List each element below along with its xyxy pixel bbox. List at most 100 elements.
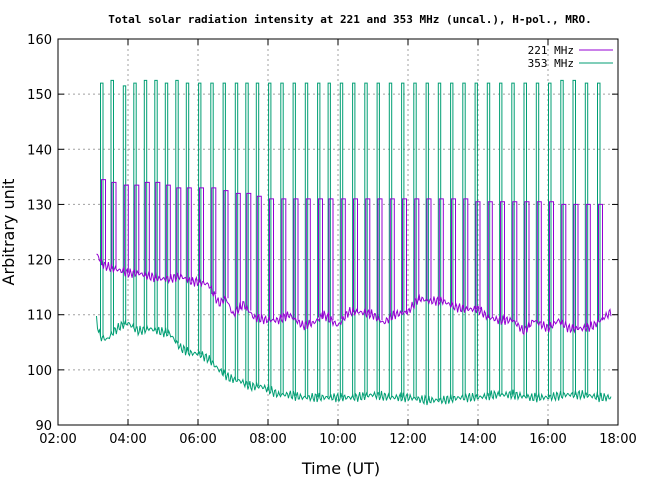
x-tick-label: 10:00 (319, 432, 356, 447)
calibration-spike (352, 82, 356, 398)
calibration-spike (154, 79, 158, 331)
x-tick-label: 02:00 (39, 432, 76, 447)
calibration-spike (414, 198, 420, 301)
calibration-spike (211, 187, 217, 294)
calibration-spike (269, 198, 274, 321)
calibration-spike (463, 198, 469, 310)
x-tick-label: 06:00 (179, 432, 216, 447)
y-tick-label: 140 (27, 143, 52, 158)
calibration-spike (401, 82, 405, 398)
calibration-spike (164, 82, 169, 334)
calibration-spike (339, 82, 344, 398)
y-tick-label: 100 (27, 364, 52, 379)
calibration-spike (585, 203, 591, 328)
calibration-spike (256, 195, 262, 319)
calibration-spike (210, 82, 214, 363)
calibration-spike (199, 187, 204, 283)
calibration-spike (376, 82, 380, 396)
calibration-spike (235, 192, 241, 310)
calibration-spike (340, 198, 346, 319)
calibration-spike (474, 82, 478, 398)
legend: 221 MHz 353 MHz (528, 44, 613, 70)
calibration-spike (572, 79, 576, 395)
calibration-spike (597, 82, 601, 398)
calibration-spike (134, 184, 140, 274)
calibration-spike (523, 82, 527, 397)
calibration-spike (524, 201, 530, 328)
y-tick-label: 130 (27, 198, 52, 213)
calibration-spike (255, 82, 260, 387)
calibration-spike (426, 198, 432, 301)
calibration-spike (425, 82, 429, 401)
chart-title: Total solar radiation intensity at 221 a… (108, 13, 591, 26)
calibration-spike (353, 198, 358, 312)
legend-label-353: 353 MHz (528, 57, 574, 70)
grid (58, 39, 618, 425)
x-tick-label: 16:00 (529, 432, 566, 447)
x-tick-label: 14:00 (459, 432, 496, 447)
calibration-spike (122, 85, 127, 325)
calibration-spike (155, 181, 161, 279)
calibration-spike (598, 203, 603, 321)
y-tick-label: 90 (35, 419, 52, 434)
calibration-spike (364, 82, 368, 396)
calibration-spike (318, 198, 323, 318)
series-353-mhz (96, 79, 612, 406)
calibration-spike (234, 82, 239, 380)
calibration-spike (377, 198, 383, 321)
calibration-spike (101, 179, 106, 266)
calibration-spike (584, 82, 589, 396)
y-tick-label: 150 (27, 88, 52, 103)
calibration-spike (143, 79, 148, 330)
calibration-spike (304, 82, 309, 398)
calibration-spike (223, 190, 229, 299)
calibration-spike (246, 192, 252, 311)
calibration-spike (437, 82, 442, 401)
calibration-spike (175, 79, 179, 344)
calibration-spike (475, 201, 481, 310)
calibration-spike (198, 82, 202, 355)
calibration-spike (292, 82, 296, 396)
calibration-spike (165, 184, 171, 279)
plot-area (96, 79, 612, 406)
x-tick-label: 12:00 (389, 432, 426, 447)
calibration-spike (535, 82, 540, 398)
calibration-spike (176, 187, 182, 277)
calibration-spike (280, 82, 284, 395)
calibration-spike (561, 203, 567, 325)
calibration-spike (327, 82, 331, 398)
calibration-spike (144, 181, 150, 276)
series-221-mhz (96, 179, 612, 336)
calibration-spike (389, 198, 395, 317)
y-tick-label: 120 (27, 254, 52, 269)
calibration-spike (365, 198, 371, 314)
plot-frame (57, 38, 619, 426)
calibration-spike (413, 82, 417, 399)
calibration-spike (123, 184, 129, 273)
calibration-spike (328, 198, 334, 321)
axes-ticks: 90 100 110 120 130 140 150 160 02:00 04:00 06:00 08… (27, 33, 637, 447)
x-tick-label: 18:00 (599, 432, 636, 447)
y-tick-label: 160 (27, 33, 52, 48)
calibration-spike (268, 82, 272, 391)
y-tick-label: 110 (27, 309, 52, 324)
x-tick-label: 08:00 (249, 432, 286, 447)
calibration-spike (512, 201, 518, 323)
calibration-spike (462, 82, 466, 398)
y-axis-label: Arbitrary unit (0, 179, 18, 286)
x-tick-label: 04:00 (109, 432, 146, 447)
calibration-spike (486, 82, 491, 396)
calibration-spike (245, 82, 249, 385)
calibration-spike (548, 82, 552, 398)
calibration-spike (222, 82, 226, 374)
calibration-spike (549, 201, 554, 326)
calibration-spike (185, 82, 190, 352)
calibration-spike (110, 79, 114, 334)
calibration-spike (500, 201, 505, 321)
calibration-spike (487, 201, 493, 318)
calibration-spike (388, 82, 393, 398)
calibration-spike (451, 198, 456, 307)
calibration-spike (450, 82, 454, 399)
calibration-spike (305, 198, 311, 325)
